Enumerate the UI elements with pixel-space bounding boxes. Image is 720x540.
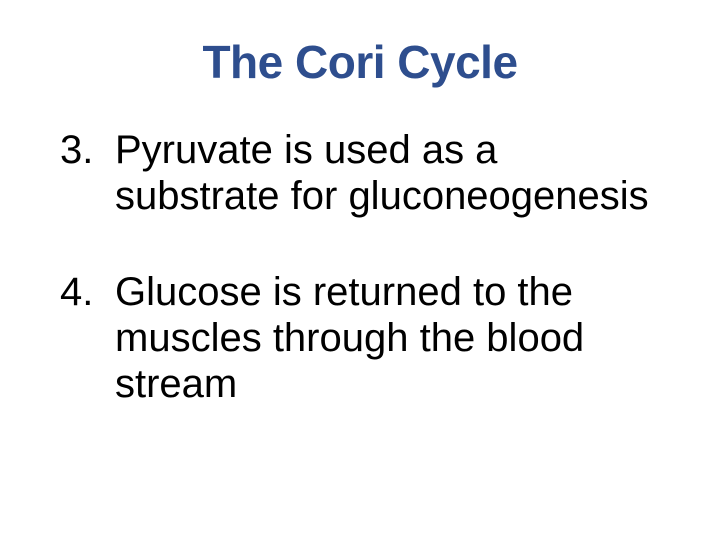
list-text: Pyruvate is used as a substrate for gluc… [115, 127, 660, 219]
list-number: 3. [60, 127, 115, 173]
list-item: 4. Glucose is returned to the muscles th… [60, 269, 660, 407]
list-number: 4. [60, 269, 115, 315]
list-item: 3. Pyruvate is used as a substrate for g… [60, 127, 660, 219]
slide-title: The Cori Cycle [60, 35, 660, 89]
list-text: Glucose is returned to the muscles throu… [115, 269, 660, 407]
slide-container: The Cori Cycle 3. Pyruvate is used as a … [0, 0, 720, 540]
